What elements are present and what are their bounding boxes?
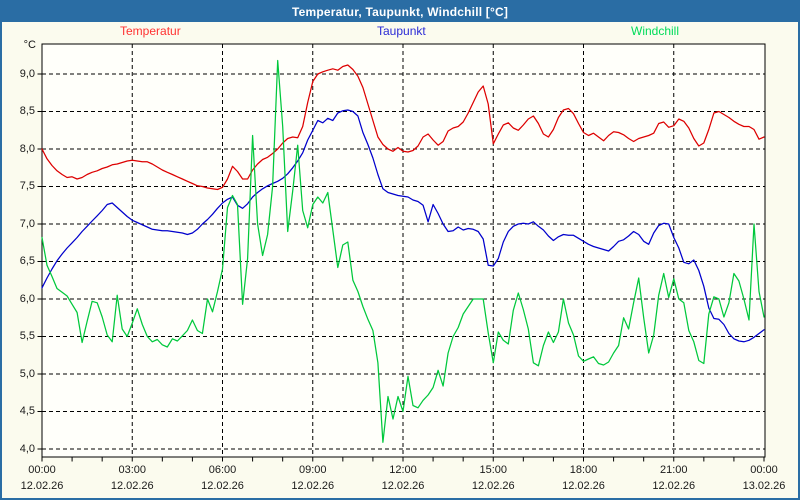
x-date-label-18: 12.02.26 <box>562 480 605 492</box>
x-time-label-18: 18:00 <box>569 464 598 476</box>
legend-item-temperatur: Temperatur <box>120 24 181 38</box>
y-tick-label-5,5: 5,5 <box>19 330 35 342</box>
x-time-label-0: 00:00 <box>28 464 56 476</box>
y-axis-unit-label: °C <box>23 39 36 51</box>
y-tick-label-6,5: 6,5 <box>19 255 35 267</box>
x-date-label-9: 12.02.26 <box>291 480 335 492</box>
chart-legend: Temperatur Taupunkt Windchill <box>2 24 798 40</box>
x-date-label-21: 12.02.26 <box>652 480 696 492</box>
x-date-label-6: 12.02.26 <box>201 480 244 492</box>
legend-item-windchill: Windchill <box>631 24 680 38</box>
y-tick-label-9,0: 9,0 <box>19 67 35 80</box>
x-date-label-24: 13.02.26 <box>742 480 786 492</box>
x-date-label-3: 12.02.26 <box>110 480 154 492</box>
x-time-label-21: 21:00 <box>659 464 688 476</box>
y-tick-label-5,0: 5,0 <box>19 367 35 380</box>
y-tick-label-8,5: 8,5 <box>19 105 35 117</box>
legend-item-taupunkt: Taupunkt <box>377 24 426 38</box>
x-date-label-12: 12.02.26 <box>381 480 425 492</box>
page-title: Temperatur, Taupunkt, Windchill [°C] <box>291 5 509 19</box>
y-tick-label-6,0: 6,0 <box>19 292 35 305</box>
x-time-label-12: 12:00 <box>389 464 417 476</box>
x-date-label-15: 12.02.26 <box>471 480 515 492</box>
y-tick-label-7,0: 7,0 <box>19 217 35 230</box>
series-line-windchill <box>41 59 765 443</box>
x-date-label-0: 12.02.26 <box>20 480 64 492</box>
y-tick-label-7,5: 7,5 <box>19 180 35 192</box>
x-time-label-9: 09:00 <box>298 464 327 476</box>
x-time-label-3: 03:00 <box>118 464 147 476</box>
x-time-label-24: 00:00 <box>750 464 778 476</box>
title-bar: Temperatur, Taupunkt, Windchill [°C] <box>2 2 798 22</box>
x-time-label-6: 06:00 <box>208 464 237 476</box>
series-line-taupunkt <box>41 109 765 343</box>
x-time-label-15: 15:00 <box>479 464 508 476</box>
y-tick-label-4,0: 4,0 <box>19 442 35 455</box>
series-line-temperatur <box>41 64 765 191</box>
y-tick-label-8,0: 8,0 <box>19 142 35 155</box>
y-tick-label-4,5: 4,5 <box>19 405 35 417</box>
